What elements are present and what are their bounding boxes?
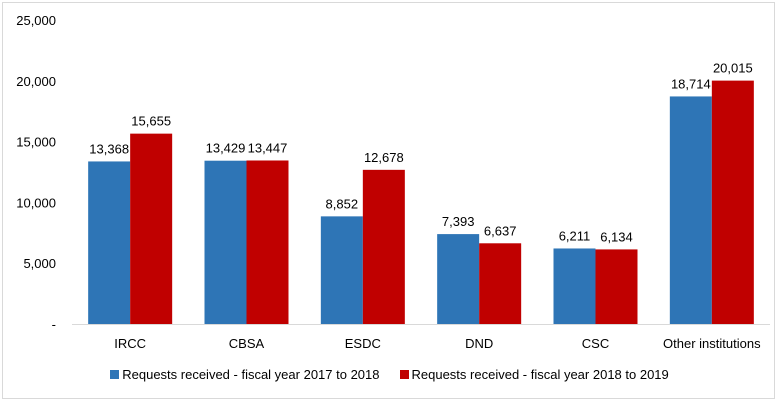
y-tick-label: 20,000 — [16, 74, 56, 89]
y-tick-label: - — [52, 317, 56, 332]
legend-item-2018-2019: Requests received - fiscal year 2018 to … — [399, 367, 669, 382]
data-label: 6,134 — [600, 229, 633, 244]
bar-2017-2018 — [553, 248, 596, 324]
legend-label: Requests received - fiscal year 2017 to … — [122, 367, 380, 382]
data-label: 7,393 — [442, 214, 475, 229]
x-tick-label: Other institutions — [663, 336, 761, 351]
y-tick-label: 5,000 — [23, 256, 56, 271]
data-label: 13,368 — [89, 141, 129, 156]
legend-swatch-blue — [110, 370, 120, 379]
bar-2017-2018 — [437, 234, 480, 324]
y-tick-label: 25,000 — [16, 13, 56, 28]
data-label: 12,678 — [364, 150, 404, 165]
legend: Requests received - fiscal year 2017 to … — [0, 367, 779, 382]
data-label: 18,714 — [671, 76, 711, 91]
data-label: 6,637 — [484, 223, 517, 238]
legend-label: Requests received - fiscal year 2018 to … — [411, 367, 669, 382]
bar-2018-2019 — [711, 80, 754, 324]
data-label: 20,015 — [713, 61, 753, 76]
y-tick-label: 15,000 — [16, 135, 56, 150]
legend-swatch-red — [399, 370, 409, 379]
x-tick-label: CSC — [582, 336, 609, 351]
data-label: 13,447 — [248, 140, 288, 155]
bar-2018-2019 — [595, 249, 638, 324]
data-label: 8,852 — [326, 196, 359, 211]
bar-2017-2018 — [204, 160, 247, 324]
bar-2018-2019 — [246, 160, 289, 324]
chart-frame — [2, 2, 775, 399]
data-label: 15,655 — [131, 114, 171, 129]
data-label: 6,211 — [559, 228, 591, 243]
x-tick-label: DND — [465, 336, 493, 351]
bar-2017-2018 — [88, 161, 131, 324]
legend-item-2017-2018: Requests received - fiscal year 2017 to … — [110, 367, 380, 382]
y-tick-label: 10,000 — [16, 195, 56, 210]
x-tick-label: ESDC — [345, 336, 381, 351]
data-label: 13,429 — [206, 141, 246, 156]
x-tick-label: CBSA — [229, 336, 265, 351]
bar-2018-2019 — [130, 133, 173, 324]
bar-2017-2018 — [320, 216, 363, 324]
bar-2018-2019 — [362, 169, 405, 324]
x-tick-label: IRCC — [114, 336, 146, 351]
bar-2018-2019 — [479, 243, 522, 324]
bar-2017-2018 — [669, 96, 712, 324]
